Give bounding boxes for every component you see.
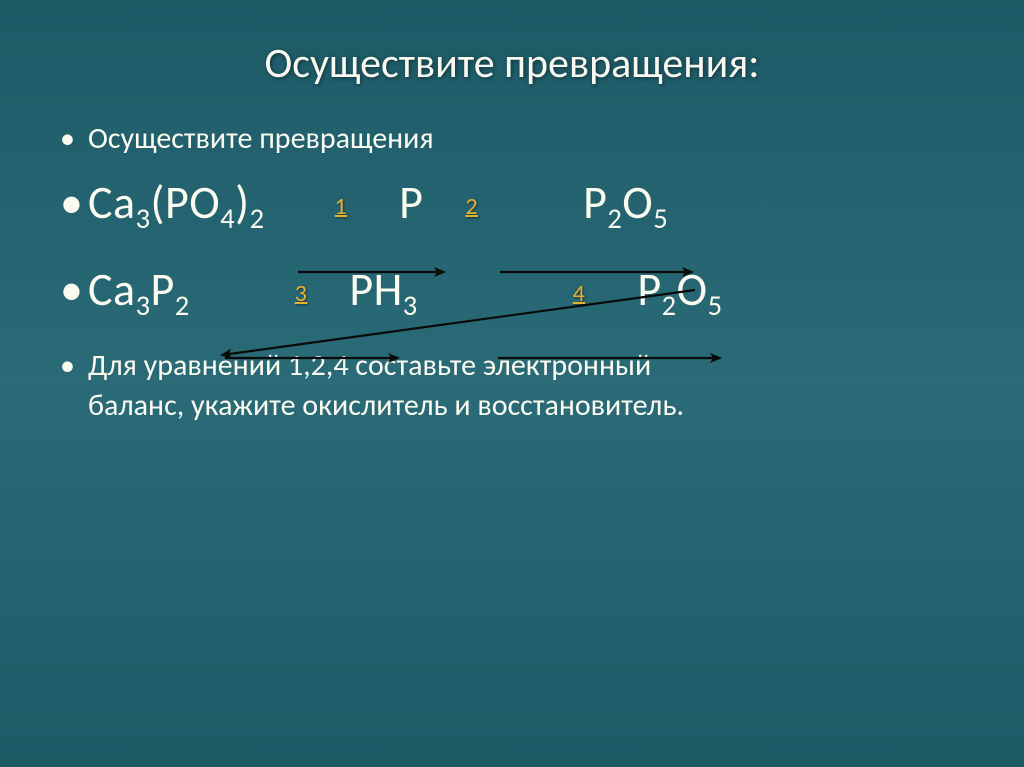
chem-ph3: PH3 (349, 262, 417, 318)
note-text-1: Для уравнений 1,2,4 составьте электронны… (88, 347, 651, 384)
formula-line-1: Ca3(PO4)2 1 P 2 P2O5 (60, 172, 984, 234)
slide: Осуществите превращения: Осуществите пре… (0, 0, 1024, 767)
chem-ca3p2: Ca3P2 (88, 262, 190, 318)
chem-p2o5-b: P2O5 (637, 262, 722, 318)
subheading: Осуществите превращения (60, 119, 984, 160)
chem-p: P (399, 175, 423, 231)
step-1: 1 (335, 191, 348, 220)
slide-title: Осуществите превращения: (0, 0, 1024, 119)
bullet-list: Осуществите превращения Ca3(PO4)2 1 P 2 P2O5… (60, 119, 984, 427)
step-2: 2 (465, 191, 478, 220)
note-text-2: баланс, укажите окислитель и восстановит… (88, 387, 684, 424)
slide-content: Осуществите превращения Ca3(PO4)2 1 P 2 P2O5… (0, 119, 1024, 427)
formula-line-2: Ca3P2 3 PH3 4 P2O5 (60, 259, 984, 321)
note-line: Для уравнений 1,2,4 составьте электронны… (60, 346, 984, 427)
chem-ca3po42: Ca3(PO4)2 (88, 175, 265, 231)
step-4: 4 (573, 278, 586, 307)
chem-p2o5-a: P2O5 (583, 175, 668, 231)
step-3: 3 (295, 278, 308, 307)
